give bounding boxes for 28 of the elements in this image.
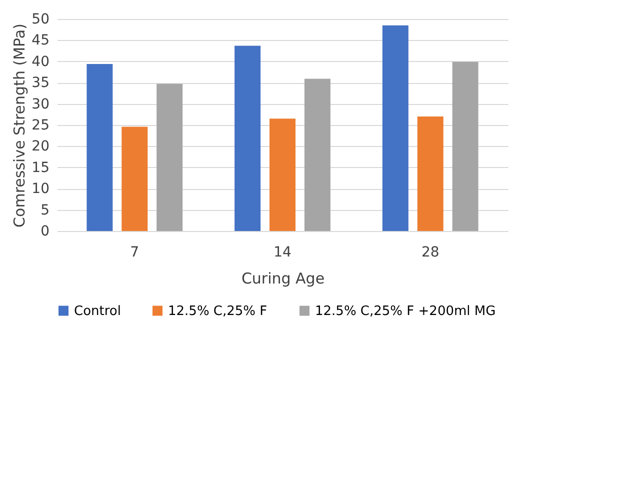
y-tick-label: 20 [32,138,50,155]
legend-label: Control [74,304,121,319]
y-axis-title: Comressive Strength (MPa) [10,24,29,228]
x-tick-label: 14 [274,244,292,260]
y-tick-label: 10 [32,181,50,198]
bar [417,116,444,231]
bar [452,62,478,231]
x-tick-label: 7 [130,244,140,260]
y-tick-label: 0 [40,224,50,240]
x-axis-title: Curing Age [241,270,325,288]
y-tick-label: 25 [32,118,50,134]
bar [304,78,330,231]
y-tick-label: 15 [32,160,50,176]
y-tick-label: 5 [40,202,50,218]
bar [86,64,113,231]
y-tick-label: 50 [32,12,50,28]
y-tick-label: 40 [32,54,50,70]
y-tick-label: 30 [32,96,50,112]
bar [270,118,296,231]
x-tick-label: 28 [421,244,440,260]
legend-label: 12.5% C,25% F [168,304,268,319]
bar [382,25,408,231]
y-tick-label: 45 [32,32,50,49]
bar [156,84,183,231]
y-tick-label: 35 [32,75,50,92]
bar [122,126,148,231]
bar [234,46,261,231]
legend-label: 12.5% C,25% F +200ml MG [315,304,496,319]
